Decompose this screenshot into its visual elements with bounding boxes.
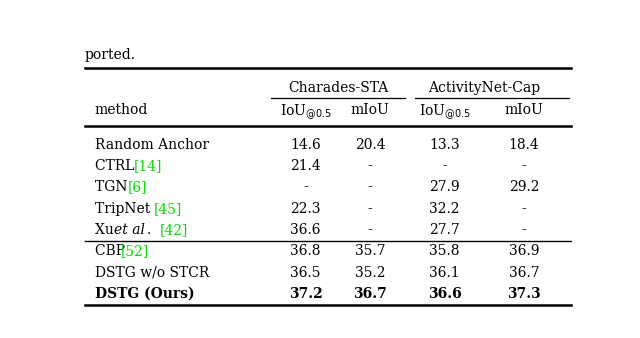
Text: CBP: CBP (95, 244, 129, 258)
Text: 36.7: 36.7 (353, 287, 387, 301)
Text: [45]: [45] (154, 202, 182, 216)
Text: -: - (368, 223, 372, 237)
Text: -: - (522, 223, 526, 237)
Text: DSTG w/o STCR: DSTG w/o STCR (95, 266, 209, 280)
Text: 36.6: 36.6 (428, 287, 461, 301)
Text: IoU$_{@0.5}$: IoU$_{@0.5}$ (419, 103, 470, 122)
Text: 36.9: 36.9 (509, 244, 539, 258)
Text: 32.2: 32.2 (429, 202, 460, 216)
Text: 18.4: 18.4 (509, 138, 540, 152)
Text: 20.4: 20.4 (355, 138, 385, 152)
Text: 36.5: 36.5 (291, 266, 321, 280)
Text: ported.: ported. (85, 48, 136, 63)
Text: 35.8: 35.8 (429, 244, 460, 258)
Text: TripNet: TripNet (95, 202, 159, 216)
Text: 37.2: 37.2 (289, 287, 323, 301)
Text: 37.3: 37.3 (507, 287, 541, 301)
Text: CTRL: CTRL (95, 159, 143, 173)
Text: [14]: [14] (134, 159, 163, 173)
Text: 35.2: 35.2 (355, 266, 385, 280)
Text: 36.7: 36.7 (509, 266, 540, 280)
Text: 36.6: 36.6 (291, 223, 321, 237)
Text: -: - (522, 159, 526, 173)
Text: -: - (368, 159, 372, 173)
Text: 21.4: 21.4 (291, 159, 321, 173)
Text: ActivityNet-Cap: ActivityNet-Cap (428, 81, 540, 95)
Text: IoU$_{@0.5}$: IoU$_{@0.5}$ (280, 103, 332, 122)
Text: DSTG (Ours): DSTG (Ours) (95, 287, 195, 301)
Text: et al: et al (115, 223, 145, 237)
Text: -: - (368, 180, 372, 194)
Text: 27.9: 27.9 (429, 180, 460, 194)
Text: [52]: [52] (121, 244, 149, 258)
Text: Charades-STA: Charades-STA (288, 81, 388, 95)
Text: 22.3: 22.3 (291, 202, 321, 216)
Text: TGN: TGN (95, 180, 136, 194)
Text: -: - (303, 180, 308, 194)
Text: -: - (442, 159, 447, 173)
Text: 35.7: 35.7 (355, 244, 385, 258)
Text: method: method (95, 103, 148, 117)
Text: Xu: Xu (95, 223, 118, 237)
Text: -: - (368, 202, 372, 216)
Text: 36.8: 36.8 (291, 244, 321, 258)
Text: 29.2: 29.2 (509, 180, 539, 194)
Text: mIoU: mIoU (504, 103, 543, 117)
Text: 13.3: 13.3 (429, 138, 460, 152)
Text: .: . (147, 223, 156, 237)
Text: 36.1: 36.1 (429, 266, 460, 280)
Text: mIoU: mIoU (351, 103, 390, 117)
Text: -: - (522, 202, 526, 216)
Text: [6]: [6] (127, 180, 147, 194)
Text: [42]: [42] (160, 223, 188, 237)
Text: 14.6: 14.6 (291, 138, 321, 152)
Text: Random Anchor: Random Anchor (95, 138, 209, 152)
Text: 27.7: 27.7 (429, 223, 460, 237)
